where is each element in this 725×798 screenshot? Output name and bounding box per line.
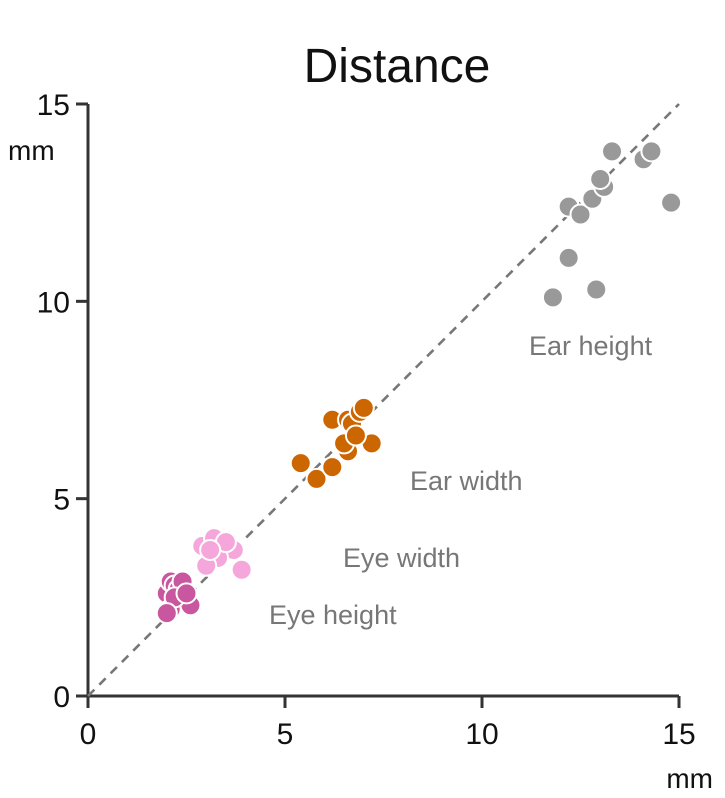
- point-eye-width: [230, 558, 253, 581]
- x-axis-unit: mm: [666, 763, 713, 794]
- point-ear-height: [640, 140, 663, 163]
- series-label-eye-height: Eye height: [269, 600, 397, 630]
- y-tick-label: 5: [53, 484, 70, 517]
- identity-line: [87, 103, 680, 697]
- point-ear-height: [601, 140, 624, 163]
- chart-title: Distance: [304, 40, 491, 93]
- point-ear-width: [344, 424, 367, 447]
- y-tick-label: 10: [37, 286, 70, 319]
- point-ear-width: [289, 452, 312, 475]
- point-ear-height: [585, 278, 608, 301]
- point-eye-height: [155, 602, 178, 625]
- point-ear-height: [557, 246, 580, 269]
- series-label-eye-width: Eye width: [343, 543, 460, 573]
- series-ear-width: [289, 396, 383, 490]
- point-ear-height: [589, 167, 612, 190]
- point-ear-width: [305, 467, 328, 490]
- y-tick-label: 15: [37, 89, 70, 122]
- axes: [86, 104, 679, 698]
- series-eye-height: [155, 570, 202, 625]
- y-tick-label: 0: [53, 681, 70, 714]
- series-label-ear-height: Ear height: [529, 331, 653, 361]
- point-ear-height: [660, 191, 683, 214]
- point-ear-height: [541, 286, 564, 309]
- x-tick-label: 0: [80, 718, 97, 751]
- x-tick-label: 15: [662, 718, 695, 751]
- point-ear-width: [352, 396, 375, 419]
- point-ear-width: [321, 456, 344, 479]
- point-eye-width: [199, 538, 222, 561]
- series-ear-height: [541, 140, 683, 309]
- x-tick-label: 5: [277, 718, 294, 751]
- y-axis-unit: mm: [8, 135, 55, 166]
- series-eye-width: [191, 527, 253, 581]
- data-points: [155, 140, 683, 625]
- series-label-ear-width: Ear width: [410, 466, 523, 496]
- point-eye-height: [175, 582, 198, 605]
- x-tick-label: 10: [465, 718, 498, 751]
- ticks: 0 5 10 15 0 5 10 15: [37, 89, 696, 751]
- point-ear-height: [569, 203, 592, 226]
